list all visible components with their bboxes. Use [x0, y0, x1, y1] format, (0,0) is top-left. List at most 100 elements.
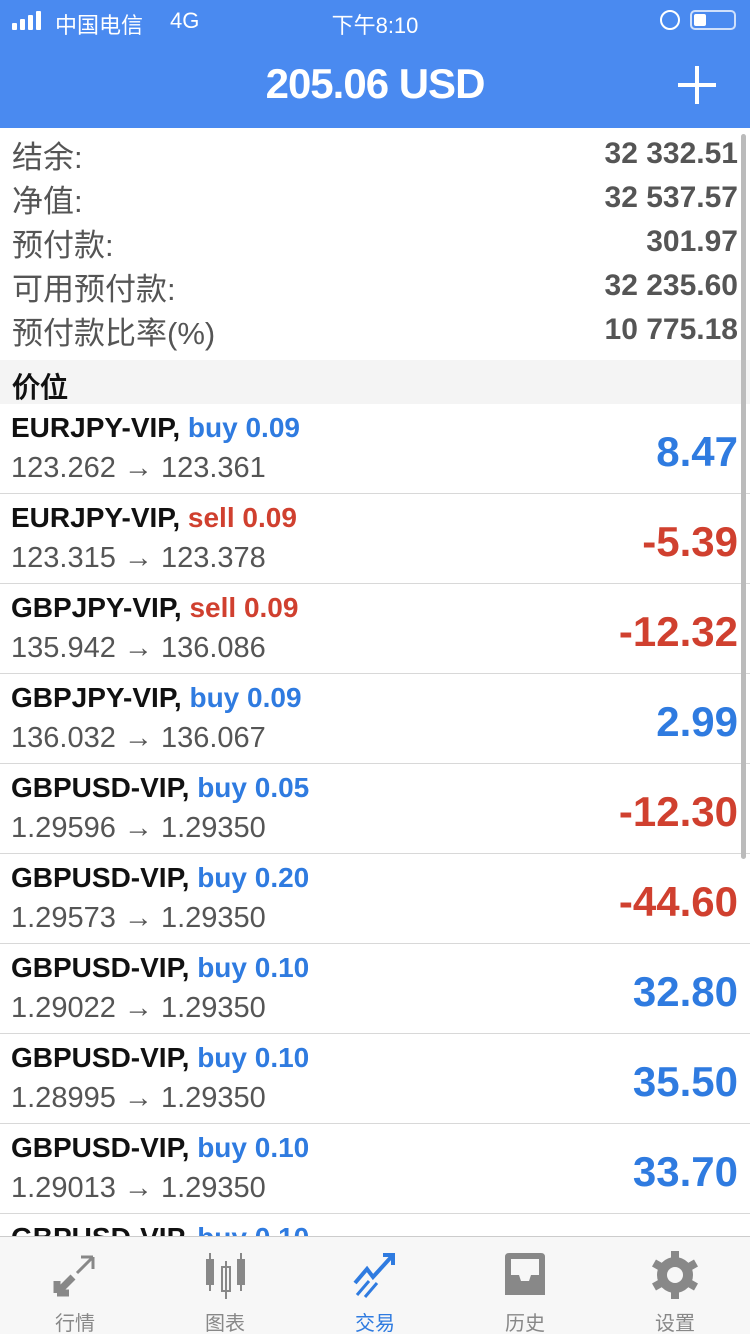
- tab-history-inbox[interactable]: 历史: [450, 1237, 600, 1335]
- profit: 33.70: [632, 1148, 738, 1195]
- orientation-lock-icon: [660, 10, 680, 30]
- trade-side: buy 0.10: [197, 1042, 310, 1073]
- price-range: 1.28995 → 1.29350: [11, 1082, 266, 1114]
- trade-side: buy 0.20: [197, 862, 310, 893]
- account-summary: 结余: 32 332.51 净值: 32 537.57 预付款: 301.97 可用预付款:…: [0, 132, 750, 352]
- position-symbol: GBPUSD-VIP, buy 0.10: [11, 1042, 309, 1074]
- position-row[interactable]: EURJPY-VIP, buy 0.09 123.262 → 123.361 8.4…: [0, 404, 750, 494]
- tab-trade-trend[interactable]: 交易: [300, 1237, 450, 1335]
- symbol-name: GBPUSD-VIP,: [11, 1042, 190, 1073]
- position-symbol: GBPUSD-VIP, buy 0.10: [11, 1132, 309, 1164]
- summary-label: 预付款:: [12, 227, 114, 263]
- position-row[interactable]: GBPJPY-VIP, buy 0.09 136.032 → 136.067 2.9…: [0, 674, 750, 764]
- trade-trend-icon: [300, 1247, 450, 1303]
- summary-value: 32 537.57: [604, 181, 738, 214]
- profit: 8.47: [656, 428, 738, 475]
- summary-row: 净值: 32 537.57: [0, 176, 750, 220]
- position-symbol: GBPJPY-VIP, buy 0.09: [11, 682, 302, 714]
- trade-side: buy 0.09: [187, 412, 300, 443]
- price-range: 123.262 → 123.361: [11, 452, 266, 484]
- symbol-name: GBPJPY-VIP,: [11, 682, 182, 713]
- candlestick-chart-icon: [150, 1247, 300, 1303]
- scrollbar[interactable]: [741, 134, 746, 859]
- symbol-name: GBPUSD-VIP,: [11, 1132, 190, 1163]
- summary-row: 预付款比率(%) 10 775.18: [0, 308, 750, 352]
- network-type: 4G: [170, 8, 200, 33]
- tab-candlestick-chart[interactable]: 图表: [150, 1237, 300, 1335]
- position-symbol: GBPJPY-VIP, sell 0.09: [11, 592, 298, 624]
- position-symbol: EURJPY-VIP, buy 0.09: [11, 412, 300, 444]
- position-row[interactable]: GBPUSD-VIP, buy 0.05 1.29596 → 1.29350 -12…: [0, 764, 750, 854]
- tab-label: 行情: [55, 1313, 95, 1335]
- tab-label: 历史: [505, 1313, 545, 1335]
- summary-value: 32 332.51: [604, 137, 738, 170]
- trade-side: buy 0.09: [189, 682, 302, 713]
- trade-side: buy 0.10: [197, 952, 310, 983]
- position-symbol: GBPUSD-VIP, buy 0.10: [11, 952, 309, 984]
- price-range: 135.942 → 136.086: [11, 632, 266, 664]
- profit: -12.32: [618, 608, 738, 655]
- nav-bar: 205.06 USD: [0, 40, 750, 128]
- trade-side: buy 0.10: [197, 1222, 309, 1236]
- summary-value: 32 235.60: [604, 269, 738, 302]
- position-symbol: GBPUSD-VIP, buy 0.10: [11, 1222, 309, 1236]
- history-inbox-icon: [450, 1247, 600, 1303]
- signal-icon: [12, 10, 41, 30]
- position-row[interactable]: GBPUSD-VIP, buy 0.10 1.29013 → 1.29350 33.…: [0, 1124, 750, 1214]
- price-range: 136.032 → 136.067: [11, 722, 266, 754]
- trade-side: buy 0.10: [197, 1132, 310, 1163]
- trade-side: sell 0.09: [187, 502, 297, 533]
- position-row[interactable]: GBPUSD-VIP, buy 0.20 1.29573 → 1.29350 -44…: [0, 854, 750, 944]
- price-range: 123.315 → 123.378: [11, 542, 266, 574]
- price-range: 1.29013 → 1.29350: [11, 1172, 266, 1204]
- plus-icon[interactable]: [678, 66, 716, 104]
- price-range: 1.29596 → 1.29350: [11, 812, 266, 844]
- symbol-name: EURJPY-VIP,: [11, 412, 181, 443]
- position-row[interactable]: GBPUSD-VIP, buy 0.10: [0, 1214, 750, 1236]
- summary-row: 结余: 32 332.51: [0, 132, 750, 176]
- quotes-arrows-icon: [0, 1247, 150, 1303]
- summary-value: 10 775.18: [604, 313, 738, 346]
- position-row[interactable]: EURJPY-VIP, sell 0.09 123.315 → 123.378 -5…: [0, 494, 750, 584]
- symbol-name: GBPUSD-VIP,: [11, 952, 190, 983]
- profit: 32.80: [632, 968, 738, 1015]
- position-row[interactable]: GBPUSD-VIP, buy 0.10 1.28995 → 1.29350 35.…: [0, 1034, 750, 1124]
- position-symbol: GBPUSD-VIP, buy 0.20: [11, 862, 309, 894]
- status-bar: 中国电信 4G 下午8:10: [0, 0, 750, 40]
- profit: -12.30: [618, 788, 738, 835]
- tab-settings-gear[interactable]: 设置: [600, 1237, 750, 1335]
- positions-list: EURJPY-VIP, buy 0.09 123.262 → 123.361 8.4…: [0, 404, 750, 1236]
- settings-gear-icon: [600, 1247, 750, 1303]
- clock: 下午8:10: [331, 13, 419, 38]
- trade-side: buy 0.05: [197, 772, 310, 803]
- summary-label: 结余:: [12, 139, 83, 175]
- symbol-name: EURJPY-VIP,: [11, 502, 181, 533]
- section-header: 价位: [0, 360, 750, 404]
- summary-label: 可用预付款:: [12, 271, 176, 307]
- price-range: 1.29022 → 1.29350: [11, 992, 266, 1024]
- position-row[interactable]: GBPJPY-VIP, sell 0.09 135.942 → 136.086 -1…: [0, 584, 750, 674]
- profit: 2.99: [656, 698, 738, 745]
- summary-row: 预付款: 301.97: [0, 220, 750, 264]
- tab-quotes-arrows[interactable]: 行情: [0, 1237, 150, 1335]
- tab-bar: 行情 图表 交易 历史 设置: [0, 1236, 750, 1335]
- carrier: 中国电信: [55, 13, 144, 38]
- position-row[interactable]: GBPUSD-VIP, buy 0.10 1.29022 → 1.29350 32.…: [0, 944, 750, 1034]
- summary-row: 可用预付款: 32 235.60: [0, 264, 750, 308]
- profit: 35.50: [632, 1058, 738, 1105]
- summary-label: 净值:: [12, 183, 83, 219]
- summary-label: 预付款比率(%): [12, 315, 216, 351]
- tab-label: 交易: [355, 1313, 395, 1335]
- tab-label: 设置: [655, 1313, 695, 1335]
- symbol-name: GBPUSD-VIP,: [11, 1222, 189, 1236]
- trade-side: sell 0.09: [189, 592, 299, 623]
- page-title: 205.06 USD: [265, 60, 486, 107]
- tab-label: 图表: [205, 1313, 245, 1335]
- profit: -44.60: [618, 878, 738, 925]
- summary-value: 301.97: [646, 225, 738, 258]
- symbol-name: GBPUSD-VIP,: [11, 862, 190, 893]
- position-symbol: GBPUSD-VIP, buy 0.05: [11, 772, 309, 804]
- symbol-name: GBPUSD-VIP,: [11, 772, 190, 803]
- profit: -5.39: [642, 518, 738, 565]
- symbol-name: GBPJPY-VIP,: [11, 592, 182, 623]
